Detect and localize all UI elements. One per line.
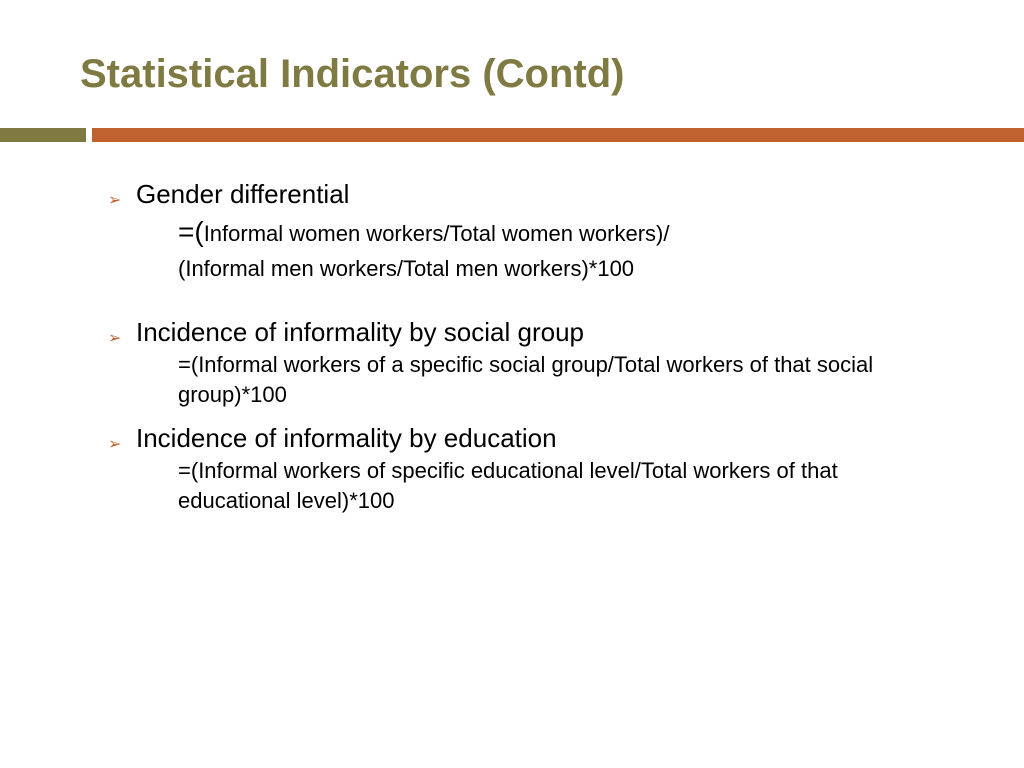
divider-bar-orange — [92, 128, 1024, 142]
bullet-heading: Gender differential — [136, 178, 349, 211]
formula-prefix: =( — [178, 352, 198, 377]
bullet-icon: ➢ — [108, 434, 136, 454]
list-item: ➢ Incidence of informality by social gro… — [108, 316, 938, 349]
list-item: ➢ Gender differential — [108, 178, 938, 211]
divider-bar — [0, 128, 1024, 142]
content-area: ➢ Gender differential =(Informal women w… — [108, 178, 938, 520]
formula-body: Informal workers of specific educational… — [178, 458, 838, 513]
list-item: ➢ Incidence of informality by education — [108, 422, 938, 455]
formula-line: =(Informal workers of specific education… — [178, 456, 938, 515]
formula-prefix: =( — [178, 458, 198, 483]
bullet-heading: Incidence of informality by education — [136, 422, 557, 455]
bullet-icon: ➢ — [108, 190, 136, 210]
bullet-heading: Incidence of informality by social group — [136, 316, 584, 349]
formula-line: (Informal men workers/Total men workers)… — [178, 254, 938, 284]
formula-line: =(Informal workers of a specific social … — [178, 350, 938, 409]
formula-prefix: =( — [178, 216, 204, 247]
formula-body: Informal women workers/Total women worke… — [204, 221, 670, 246]
slide-title: Statistical Indicators (Contd) — [80, 52, 625, 97]
bullet-icon: ➢ — [108, 328, 136, 348]
formula-line: =(Informal women workers/Total women wor… — [178, 213, 938, 251]
divider-bar-green — [0, 128, 86, 142]
formula-body: Informal workers of a specific social gr… — [178, 352, 873, 407]
